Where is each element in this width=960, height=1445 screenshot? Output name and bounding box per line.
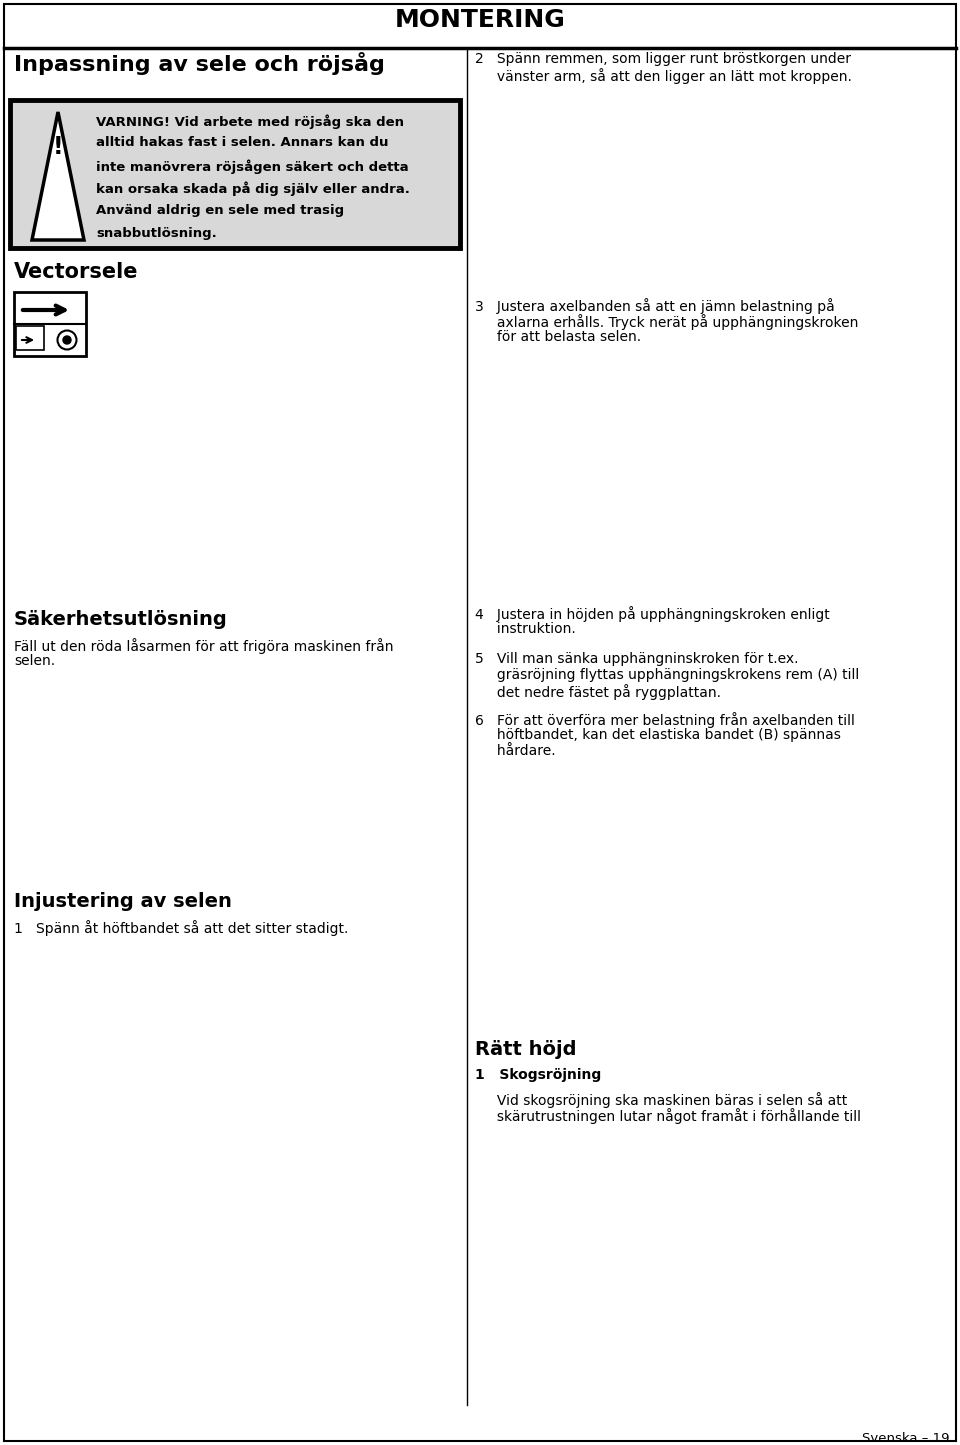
- Text: Rätt höjd: Rätt höjd: [475, 1040, 577, 1059]
- Circle shape: [63, 337, 71, 344]
- Text: 1   Skogsröjning: 1 Skogsröjning: [475, 1068, 601, 1082]
- Bar: [14, 292, 86, 355]
- Text: axlarna erhålls. Tryck nerät på upphängningskroken: axlarna erhålls. Tryck nerät på upphängn…: [475, 314, 858, 329]
- Text: 6   För att överföra mer belastning från axelbanden till: 6 För att överföra mer belastning från a…: [475, 712, 854, 728]
- Text: för att belasta selen.: för att belasta selen.: [475, 329, 641, 344]
- Text: Injustering av selen: Injustering av selen: [14, 892, 232, 910]
- Bar: [14, 368, 454, 598]
- Text: gräsröjning flyttas upphängningskrokens rem (A) till: gräsröjning flyttas upphängningskrokens …: [475, 668, 859, 682]
- Text: det nedre fästet på ryggplattan.: det nedre fästet på ryggplattan.: [475, 683, 721, 699]
- Bar: [475, 353, 945, 592]
- Text: Använd aldrig en sele med trasig: Använd aldrig en sele med trasig: [96, 204, 344, 217]
- Text: Svenska – 19: Svenska – 19: [862, 1432, 950, 1445]
- Polygon shape: [32, 113, 84, 240]
- Text: höftbandet, kan det elastiska bandet (B) spännas: höftbandet, kan det elastiska bandet (B)…: [475, 728, 841, 741]
- Text: VARNING! Vid arbete med röjsåg ska den: VARNING! Vid arbete med röjsåg ska den: [96, 114, 404, 129]
- Text: Fäll ut den röda låsarmen för att frigöra maskinen från: Fäll ut den röda låsarmen för att frigör…: [14, 639, 394, 655]
- Text: 1   Spänn åt höftbandet så att det sitter stadigt.: 1 Spänn åt höftbandet så att det sitter …: [14, 920, 348, 936]
- Text: kan orsaka skada på dig själv eller andra.: kan orsaka skada på dig själv eller andr…: [96, 182, 410, 197]
- Text: Inpassning av sele och röjsåg: Inpassning av sele och röjsåg: [14, 52, 385, 75]
- Text: 2   Spänn remmen, som ligger runt bröstkorgen under: 2 Spänn remmen, som ligger runt bröstkor…: [475, 52, 851, 66]
- Bar: [10, 100, 460, 249]
- Text: MONTERING: MONTERING: [395, 9, 565, 32]
- Text: 5   Vill man sänka upphängninskroken för t.ex.: 5 Vill man sänka upphängninskroken för t…: [475, 652, 799, 666]
- Text: inte manövrera röjsågen säkert och detta: inte manövrera röjsågen säkert och detta: [96, 159, 409, 173]
- Text: Vid skogsröjning ska maskinen bäras i selen så att: Vid skogsröjning ska maskinen bäras i se…: [475, 1092, 848, 1108]
- Text: selen.: selen.: [14, 655, 55, 668]
- Bar: [14, 938, 444, 1113]
- Text: hårdare.: hårdare.: [475, 744, 556, 759]
- Text: skärutrustningen lutar något framåt i förhållande till: skärutrustningen lutar något framåt i fö…: [475, 1108, 861, 1124]
- Text: Vectorsele: Vectorsele: [14, 262, 138, 282]
- Bar: [475, 793, 945, 1029]
- Text: !: !: [53, 134, 63, 159]
- Text: instruktion.: instruktion.: [475, 621, 576, 636]
- Text: 4   Justera in höjden på upphängningskroken enligt: 4 Justera in höjden på upphängningskroke…: [475, 605, 829, 621]
- Bar: [16, 327, 44, 350]
- Text: snabbutlösning.: snabbutlösning.: [96, 227, 217, 240]
- Bar: [14, 672, 444, 881]
- Bar: [475, 92, 945, 288]
- Text: vänster arm, så att den ligger an lätt mot kroppen.: vänster arm, så att den ligger an lätt m…: [475, 68, 852, 84]
- Text: alltid hakas fast i selen. Annars kan du: alltid hakas fast i selen. Annars kan du: [96, 136, 389, 149]
- Text: Säkerhetsutlösning: Säkerhetsutlösning: [14, 610, 228, 629]
- Text: 3   Justera axelbanden så att en jämn belastning på: 3 Justera axelbanden så att en jämn bela…: [475, 298, 835, 314]
